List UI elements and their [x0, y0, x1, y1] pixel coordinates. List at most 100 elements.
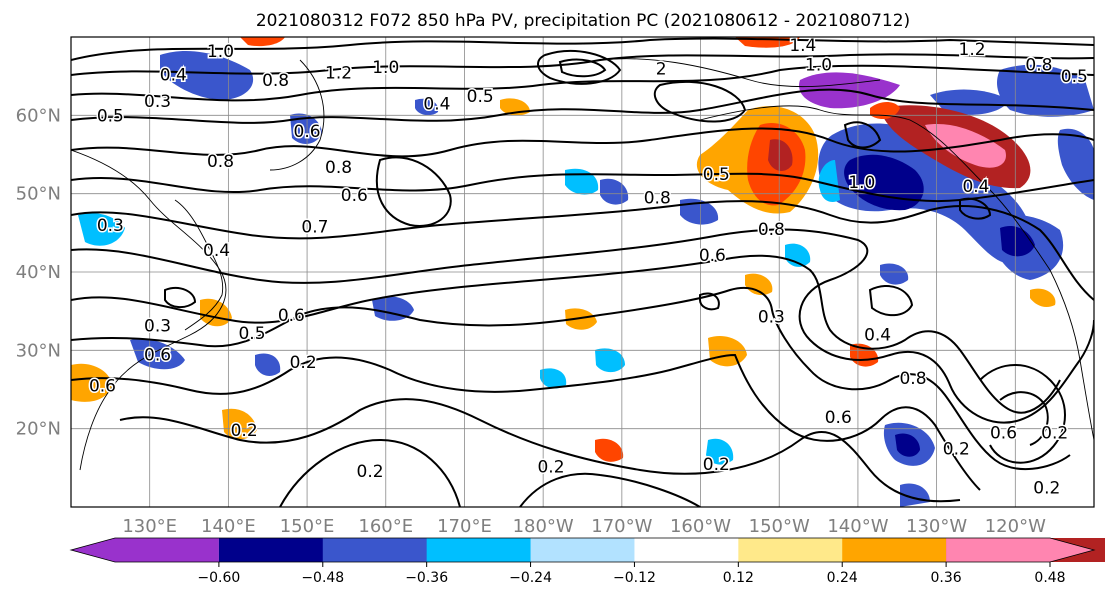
pv-contour-line — [375, 156, 452, 227]
contour-label: 0.6 — [825, 408, 852, 428]
pv-contour-line — [71, 37, 1094, 61]
pv-contour-line — [999, 391, 1049, 446]
coastlines — [71, 58, 1094, 471]
lon-tick-label: 140°E — [201, 516, 256, 537]
contour-label: 0.6 — [89, 377, 116, 397]
contour-label: 0.2 — [1033, 478, 1060, 498]
lon-tick-label: 170°W — [591, 516, 652, 537]
lon-tick-label: 160°W — [670, 516, 731, 537]
contour-label: 1.2 — [959, 40, 986, 60]
contour-label: 1.0 — [207, 42, 234, 62]
axis-tick-labels: 130°E 140°E 150°E 160°E 170°E 180°W 170°W 160°W… — [16, 105, 1046, 537]
gridlines — [71, 37, 1094, 507]
contour-label: 0.6 — [294, 122, 321, 142]
contour-label: 0.8 — [207, 152, 234, 172]
contour-label: 0.8 — [1025, 55, 1052, 75]
lon-tick-label: 130°E — [122, 516, 177, 537]
shade-neg-bc-core — [1000, 225, 1035, 257]
contour-label: 0.3 — [144, 92, 171, 112]
colorbar-tick-label: −0.48 — [301, 570, 344, 586]
pv-contour-line — [279, 438, 461, 507]
shade-weak-negative-gulf — [818, 160, 840, 202]
contour-label: 0.8 — [758, 220, 785, 240]
contour-label: 1.0 — [372, 58, 399, 78]
map-frame — [70, 36, 1095, 508]
contour-label: 0.5 — [238, 324, 265, 344]
contour-label: 0.3 — [758, 308, 785, 328]
shade-positive-core — [768, 139, 793, 172]
map-panel: 1.01.2 1.00.4 0.80.30.50.60.8 0.80.60.70.40… — [70, 34, 1095, 508]
contour-label: 0.6 — [278, 306, 305, 326]
shade-neg-aleutian2 — [680, 198, 719, 225]
contour-label: 0.4 — [864, 326, 891, 346]
shade-neg-kamchatka — [415, 98, 439, 116]
contour-label: 0.6 — [990, 424, 1017, 444]
colorbar-segment — [842, 538, 947, 562]
pv-contour-line — [71, 228, 1094, 424]
pv-contour-line — [537, 49, 622, 85]
contour-label: 0.4 — [160, 66, 187, 86]
colorbar-segment — [634, 538, 739, 562]
lat-tick-label: 30°N — [16, 340, 61, 361]
shade-pos-south-a — [595, 438, 624, 462]
lat-tick-label: 50°N — [16, 184, 61, 205]
pv-contour-labels: 1.01.2 1.00.4 0.80.30.50.60.8 0.80.60.70.40… — [87, 34, 1089, 500]
colorbar-segment — [738, 538, 843, 562]
shade-pos-pacific-b — [565, 308, 597, 330]
shade-neg-philippines-sea — [255, 353, 281, 376]
contour-label: 1.2 — [325, 63, 352, 83]
shade-neg-pacific-c — [595, 348, 625, 373]
pv-contour-line — [979, 364, 1066, 464]
coastline-alaska — [699, 105, 1094, 441]
shade-neg-west2 — [130, 338, 185, 370]
lon-tick-label: 160°E — [358, 516, 413, 537]
colorbar-tick-label: −0.36 — [405, 570, 448, 586]
colorbar-segment — [426, 538, 532, 562]
contour-label: 0.3 — [144, 316, 171, 336]
lon-tick-label: 180°W — [513, 516, 574, 537]
shade-pos-se — [1030, 288, 1056, 308]
colorbar: −0.60 −0.48 −0.36 −0.24 −0.12 0.12 0.24 0.36 0.4… — [69, 537, 1105, 586]
contour-label: 0.2 — [1041, 424, 1068, 444]
contour-label: 0.5 — [467, 87, 494, 107]
colorbar-extend-min — [71, 538, 219, 562]
colorbar-segment — [218, 538, 324, 562]
lon-tick-label: 140°W — [827, 516, 888, 537]
contour-label: 0.2 — [537, 457, 564, 477]
pv-contour-line — [164, 286, 197, 308]
coastline-asia — [71, 149, 227, 471]
shade-neg-pacific-a — [372, 296, 414, 321]
coastline-kamchatka — [269, 59, 325, 171]
lon-tick-label: 170°E — [437, 516, 492, 537]
figure-title: 2021080312 F072 850 hPa PV, precipitatio… — [256, 11, 910, 31]
shade-neg-aleutian — [600, 178, 629, 205]
shade-pos-alaska-north — [240, 37, 285, 47]
pv-contour-line — [71, 172, 1094, 203]
contour-label: 0.4 — [423, 95, 450, 115]
contour-label: 0.2 — [703, 455, 730, 475]
contour-label: 1.4 — [789, 36, 816, 56]
pv-contour-line — [71, 353, 981, 491]
contour-label: 0.8 — [644, 189, 671, 209]
pv-contour-line — [959, 197, 992, 220]
shade-neg-se-pacific — [540, 368, 567, 389]
lat-tick-label: 40°N — [16, 262, 61, 283]
pv-contour-line — [843, 121, 882, 149]
contour-label: 0.8 — [262, 71, 289, 91]
colorbar-extend-max — [946, 538, 1094, 562]
colorbar-tick-label: 0.48 — [1034, 570, 1065, 586]
coastline-alaska-north — [599, 58, 881, 88]
contour-label: 0.8 — [899, 369, 926, 389]
contour-label: 0.5 — [703, 165, 730, 185]
pv-contour-line — [119, 398, 961, 503]
colorbar-segment — [322, 538, 428, 562]
colorbar-tick-label: −0.24 — [509, 570, 552, 586]
colorbar-tick-label: 0.36 — [931, 570, 962, 586]
pv-contour-line — [699, 292, 720, 311]
contour-label: 1.0 — [848, 173, 875, 193]
contour-label: 0.5 — [97, 106, 124, 126]
pv-contour-line — [519, 472, 701, 507]
shade-pos-west-edge — [71, 363, 112, 402]
